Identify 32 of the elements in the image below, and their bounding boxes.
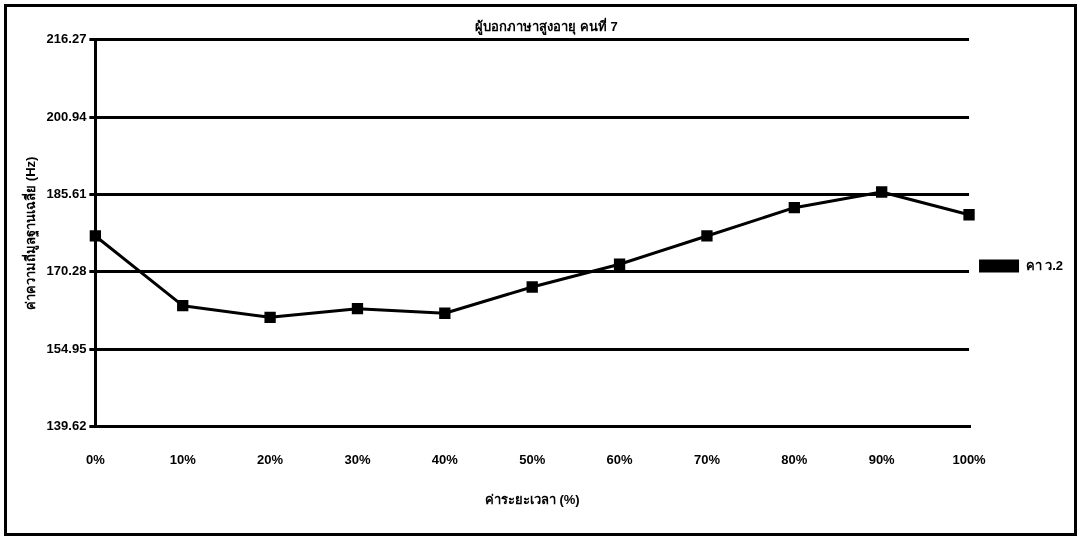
x-tick-label: 60% xyxy=(606,452,634,468)
x-tick-label: 0% xyxy=(85,452,106,468)
y-tick-label: 200.94 xyxy=(46,108,88,124)
x-tick-label: 90% xyxy=(868,452,896,468)
x-tick-label: 80% xyxy=(781,452,808,468)
point xyxy=(351,303,364,315)
x-tick-label: 10% xyxy=(169,452,197,468)
legend-label: คา ว.2 xyxy=(1025,257,1064,273)
point xyxy=(439,307,451,319)
x-tick-label: 70% xyxy=(693,452,721,468)
point xyxy=(788,202,800,214)
chart-title: ผู้บอกภาษาสูงอายุ คนที่ 7 xyxy=(475,17,618,36)
x-tick-label: 100% xyxy=(952,452,987,468)
point xyxy=(526,281,538,293)
x-axis-title: ค่าระยะเวลา (%) xyxy=(484,491,580,507)
y-tick-label: 139.62 xyxy=(46,418,87,434)
point xyxy=(701,230,713,242)
y-tick-label: 216.27 xyxy=(46,31,87,47)
point xyxy=(89,230,102,242)
point xyxy=(177,300,189,312)
point xyxy=(264,311,276,323)
x-tick-label: 30% xyxy=(344,452,371,468)
x-tick-label: 50% xyxy=(519,452,546,468)
x-tick-label: 20% xyxy=(257,452,284,468)
point xyxy=(963,209,975,221)
y-tick-label: 154.95 xyxy=(46,340,87,356)
y-tick-label: 170.28 xyxy=(46,263,87,279)
point xyxy=(613,258,626,270)
point xyxy=(876,186,888,198)
x-tick-label: 40% xyxy=(431,452,459,468)
y-axis-title: ค่าความถี่มูลฐานเฉลี่ย (Hz) xyxy=(21,156,41,310)
y-tick-label: 185.61 xyxy=(46,186,87,202)
